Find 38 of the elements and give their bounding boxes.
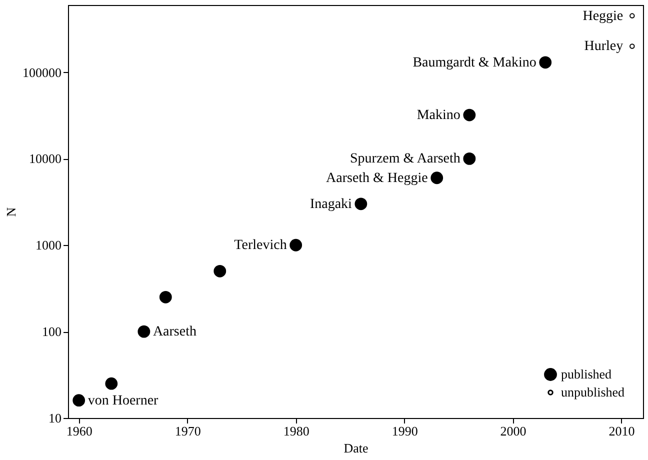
annotation: Inagaki (310, 196, 352, 212)
point (354, 198, 368, 210)
y-tick-label: 100 (42, 324, 62, 340)
point (463, 152, 476, 165)
annotation: Makino (416, 108, 460, 124)
annotation: Baumgardt & Makino (412, 55, 536, 70)
annotation: Hurley (584, 39, 624, 54)
point (290, 238, 302, 252)
y-tick-label: 1000 (36, 238, 62, 253)
x-tick-label: 1960 (66, 424, 92, 438)
y-tick-label: 10000 (29, 151, 62, 166)
y-tick-label: 100000 (22, 64, 62, 80)
point (138, 325, 150, 338)
point (159, 290, 172, 304)
y-tick-label: 10 (48, 410, 62, 426)
annotation: Heggie (582, 8, 624, 24)
point (105, 377, 118, 390)
annotation: Spurzem & Aarseth (350, 152, 460, 167)
point (72, 394, 86, 407)
x-tick-label: 1970 (174, 424, 201, 438)
annotation: Aarseth & Heggie (326, 170, 428, 186)
y-axis-title: N (4, 206, 18, 217)
x-tick-label: 1990 (392, 424, 418, 438)
point (463, 108, 476, 122)
point (214, 264, 226, 278)
point (630, 13, 635, 18)
x-tick-label: 2010 (608, 424, 635, 438)
x-tick-label: 1980 (283, 424, 310, 438)
annotation: Terlevich (234, 238, 287, 254)
legend-label: published (561, 366, 612, 382)
x-tick-label: 2000 (500, 424, 526, 438)
annotation: von Hoerner (88, 393, 159, 408)
point (630, 44, 635, 49)
x-axis-title: Date (344, 440, 368, 456)
annotation: Aarseth (152, 324, 196, 340)
point (430, 172, 444, 184)
legend-label: unpublished (561, 384, 626, 400)
point (539, 56, 552, 69)
